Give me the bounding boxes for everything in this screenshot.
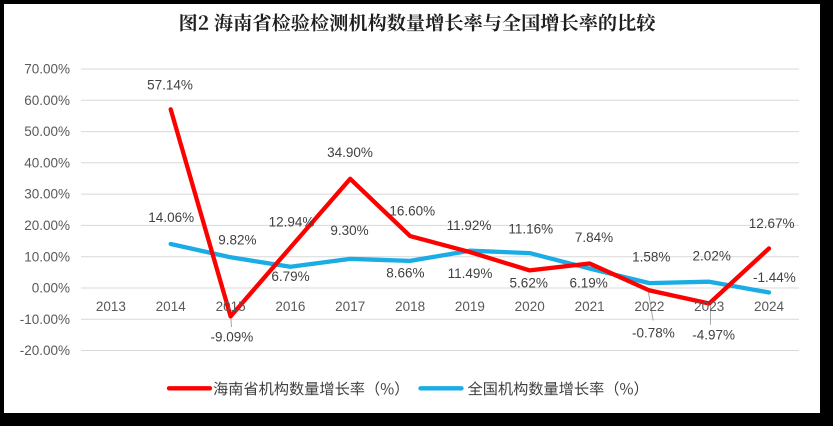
svg-text:1.58%: 1.58%: [632, 250, 670, 265]
svg-text:2019: 2019: [455, 299, 485, 314]
svg-text:12.94%: 12.94%: [269, 214, 315, 229]
svg-text:9.30%: 9.30%: [330, 223, 368, 238]
svg-text:2013: 2013: [96, 299, 126, 314]
svg-text:2018: 2018: [395, 299, 425, 314]
svg-text:0.00%: 0.00%: [32, 281, 70, 296]
svg-text:40.00%: 40.00%: [24, 155, 70, 170]
svg-text:2.02%: 2.02%: [693, 248, 731, 263]
svg-text:30.00%: 30.00%: [24, 187, 70, 202]
svg-text:-1.44%: -1.44%: [753, 270, 796, 285]
svg-text:-4.97%: -4.97%: [692, 328, 735, 343]
svg-text:20.00%: 20.00%: [24, 218, 70, 233]
svg-text:2014: 2014: [156, 299, 187, 314]
svg-text:34.90%: 34.90%: [327, 145, 373, 160]
svg-text:5.62%: 5.62%: [510, 276, 548, 291]
svg-text:-20.00%: -20.00%: [20, 343, 70, 358]
svg-text:2015: 2015: [216, 299, 246, 314]
svg-text:11.16%: 11.16%: [508, 221, 553, 236]
svg-text:2021: 2021: [575, 299, 605, 314]
svg-text:14.06%: 14.06%: [148, 210, 194, 225]
svg-text:2023: 2023: [694, 299, 724, 314]
svg-text:-10.00%: -10.00%: [20, 312, 70, 327]
svg-text:57.14%: 57.14%: [147, 77, 193, 92]
svg-text:16.60%: 16.60%: [389, 203, 435, 218]
svg-text:2016: 2016: [275, 299, 305, 314]
svg-text:2020: 2020: [515, 299, 545, 314]
svg-text:7.84%: 7.84%: [575, 230, 613, 245]
svg-text:9.82%: 9.82%: [218, 233, 256, 248]
svg-text:6.19%: 6.19%: [569, 276, 607, 291]
svg-text:10.00%: 10.00%: [24, 249, 70, 264]
svg-text:50.00%: 50.00%: [24, 124, 70, 139]
svg-text:-0.78%: -0.78%: [632, 326, 675, 341]
svg-text:-9.09%: -9.09%: [211, 329, 254, 344]
svg-text:2017: 2017: [335, 299, 365, 314]
svg-text:11.49%: 11.49%: [448, 266, 493, 281]
svg-text:6.79%: 6.79%: [271, 269, 309, 284]
svg-text:60.00%: 60.00%: [24, 93, 70, 108]
svg-text:12.67%: 12.67%: [749, 216, 795, 231]
svg-text:2022: 2022: [634, 299, 664, 314]
svg-text:8.66%: 8.66%: [386, 266, 424, 281]
svg-text:11.92%: 11.92%: [447, 218, 492, 233]
svg-text:70.00%: 70.00%: [24, 62, 70, 77]
svg-text:2024: 2024: [754, 299, 785, 314]
